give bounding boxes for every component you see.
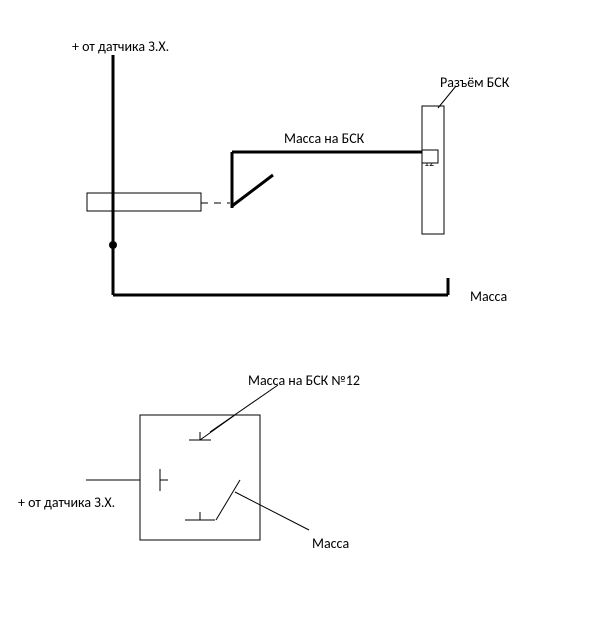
diagram-svg [0, 0, 597, 631]
diagram-stage: + от датчика З.Х. Разъём БСК Масса на БС… [0, 0, 597, 631]
